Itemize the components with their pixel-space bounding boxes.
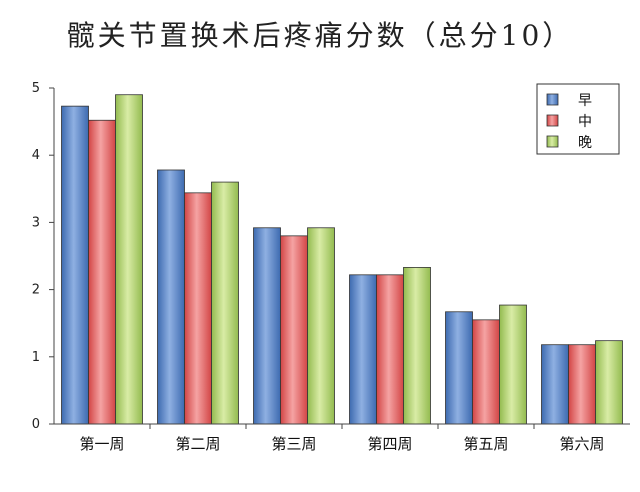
bar-晚-第六周 xyxy=(595,340,623,425)
bar-中-第四周 xyxy=(376,274,404,425)
legend-swatch-中 xyxy=(546,114,559,127)
bar-中-第六周 xyxy=(568,344,596,425)
y-tick-label: 0 xyxy=(32,417,40,432)
bar-中-第二周 xyxy=(184,192,212,425)
x-category-label: 第一周 xyxy=(79,435,124,453)
bar-早-第一周 xyxy=(61,105,89,425)
legend-label: 晚 xyxy=(578,135,592,151)
legend-label: 中 xyxy=(578,114,592,130)
legend-swatch-晚 xyxy=(546,135,559,148)
bar-早-第五周 xyxy=(445,311,473,425)
bar-晚-第五周 xyxy=(499,304,527,425)
x-category-label: 第五周 xyxy=(463,435,508,453)
bar-中-第三周 xyxy=(280,235,308,425)
y-tick-label: 5 xyxy=(32,81,40,96)
legend-swatch-早 xyxy=(546,93,559,106)
x-category-label: 第六周 xyxy=(559,435,604,453)
bar-晚-第三周 xyxy=(307,227,335,425)
bar-早-第六周 xyxy=(541,344,569,425)
x-category-label: 第四周 xyxy=(367,435,412,453)
bar-中-第一周 xyxy=(88,119,116,425)
y-tick-label: 3 xyxy=(32,215,40,230)
x-category-label: 第二周 xyxy=(175,435,220,453)
bar-早-第二周 xyxy=(157,169,185,425)
y-tick-label: 1 xyxy=(32,350,40,365)
chart-title: 髋关节置换术后疼痛分数（总分10） xyxy=(66,19,574,52)
bar-晚-第四周 xyxy=(403,267,431,425)
bar-晚-第一周 xyxy=(115,94,143,425)
legend-label: 早 xyxy=(578,93,592,109)
bar-早-第三周 xyxy=(253,227,281,425)
legend: 早中晚 xyxy=(536,83,620,155)
x-category-label: 第三周 xyxy=(271,435,316,453)
bar-晚-第二周 xyxy=(211,181,239,425)
bar-早-第四周 xyxy=(349,274,377,425)
bar-中-第五周 xyxy=(472,319,500,425)
x-axis: 第一周 第二周 第三周 第四周 第五周 第六周 xyxy=(54,423,630,453)
y-axis: 0 1 2 3 4 5 xyxy=(32,81,55,432)
y-tick-label: 2 xyxy=(32,283,40,298)
y-tick-label: 4 xyxy=(32,148,40,163)
